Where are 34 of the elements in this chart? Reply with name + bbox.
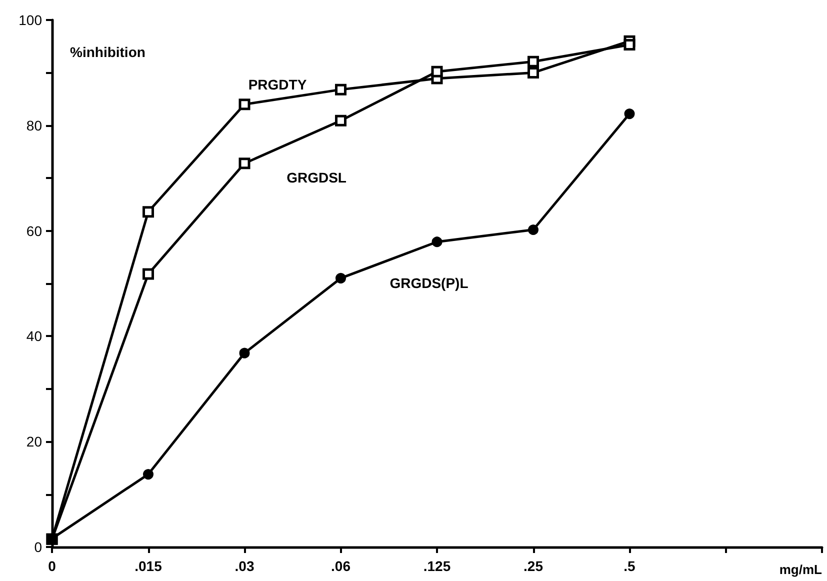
y-tick-label: 0 (34, 539, 42, 555)
series-label: GRGDSL (286, 169, 347, 186)
point (431, 66, 443, 78)
y-tick-label: 100 (18, 12, 42, 28)
x-tick-label: .5 (624, 558, 636, 574)
point (238, 158, 250, 170)
x-tick-label: 0 (48, 558, 56, 574)
series-label: PRGDTY (248, 76, 308, 92)
point (143, 469, 154, 480)
point (528, 224, 538, 235)
y-tick-label: 60 (26, 222, 42, 239)
point (432, 236, 442, 248)
point (335, 84, 346, 96)
point (528, 56, 539, 68)
point (624, 39, 636, 51)
point (142, 268, 154, 280)
point (336, 272, 346, 284)
point (239, 348, 250, 358)
y-tick-label: 40 (26, 328, 42, 344)
y-axis-title: %inhibition (70, 44, 146, 60)
point (238, 98, 250, 110)
y-tick-label: 80 (26, 117, 42, 134)
x-tick-label: .25 (524, 558, 544, 574)
x-tick-label: .015 (134, 558, 162, 574)
point (624, 108, 635, 120)
y-tick-label: 20 (26, 434, 42, 450)
x-tick-label: .06 (331, 558, 351, 574)
point (142, 206, 154, 218)
x-tick-label: .125 (423, 558, 451, 574)
point (335, 114, 346, 126)
x-axis-title: mg/mL (779, 562, 822, 577)
x-tick-label: .03 (234, 558, 254, 574)
series-label: GRGDS(P)L (390, 274, 469, 291)
point (528, 66, 539, 78)
